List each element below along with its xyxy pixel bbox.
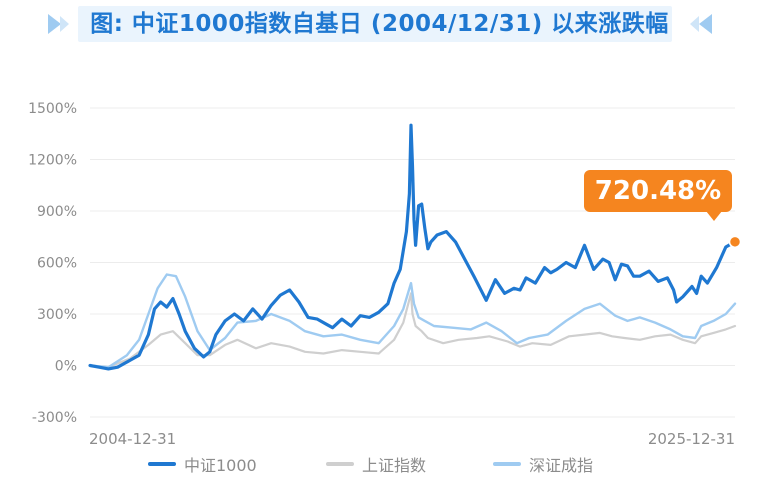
legend-item-sz[interactable]: 深证成指 [493, 454, 594, 475]
endpoint-dot [728, 235, 742, 249]
series-line-zz1000 [88, 123, 737, 371]
y-tick-label: 1200% [28, 153, 77, 169]
legend-label-sz: 深证成指 [529, 456, 594, 475]
legend-swatch-sz [493, 462, 521, 466]
series-lines [88, 123, 737, 371]
x-tick-label-start: 2004-12-31 [89, 430, 176, 448]
left-arrow-icon [48, 14, 61, 34]
y-tick-label: -300% [32, 410, 77, 426]
x-axis-tick-labels: 2004-12-31 2025-12-31 [89, 430, 735, 448]
chart-title: 图: 中证1000指数自基日 (2004/12/31) 以来涨跌幅 [90, 11, 669, 37]
y-tick-label: 1500% [28, 101, 77, 117]
left-arrow-small-icon [60, 16, 69, 32]
end-value-callout: 720.48% [584, 170, 732, 221]
x-tick-label-end: 2025-12-31 [648, 430, 735, 448]
legend-swatch-zz1000 [148, 462, 176, 466]
legend-item-sh[interactable]: 上证指数 [326, 454, 427, 475]
series-line-sz [88, 273, 737, 369]
right-arrow-icon [699, 14, 712, 34]
title-background [78, 6, 672, 42]
y-tick-label: 0% [55, 359, 77, 375]
title-bar: 图: 中证1000指数自基日 (2004/12/31) 以来涨跌幅 [0, 0, 759, 48]
legend-label-zz1000: 中证1000 [184, 456, 257, 475]
y-tick-label: 300% [37, 307, 77, 323]
y-tick-label: 600% [37, 256, 77, 272]
right-arrow-small-icon [690, 16, 699, 32]
endpoint-marker [728, 235, 742, 249]
legend-label-sh: 上证指数 [362, 456, 427, 475]
legend-swatch-sh [326, 462, 354, 466]
legend-item-zz1000[interactable]: 中证1000 [148, 454, 257, 475]
y-axis-tick-labels: -300% 0% 300% 600% 900% 1200% 1500% [28, 101, 77, 426]
y-tick-label: 900% [37, 204, 77, 220]
